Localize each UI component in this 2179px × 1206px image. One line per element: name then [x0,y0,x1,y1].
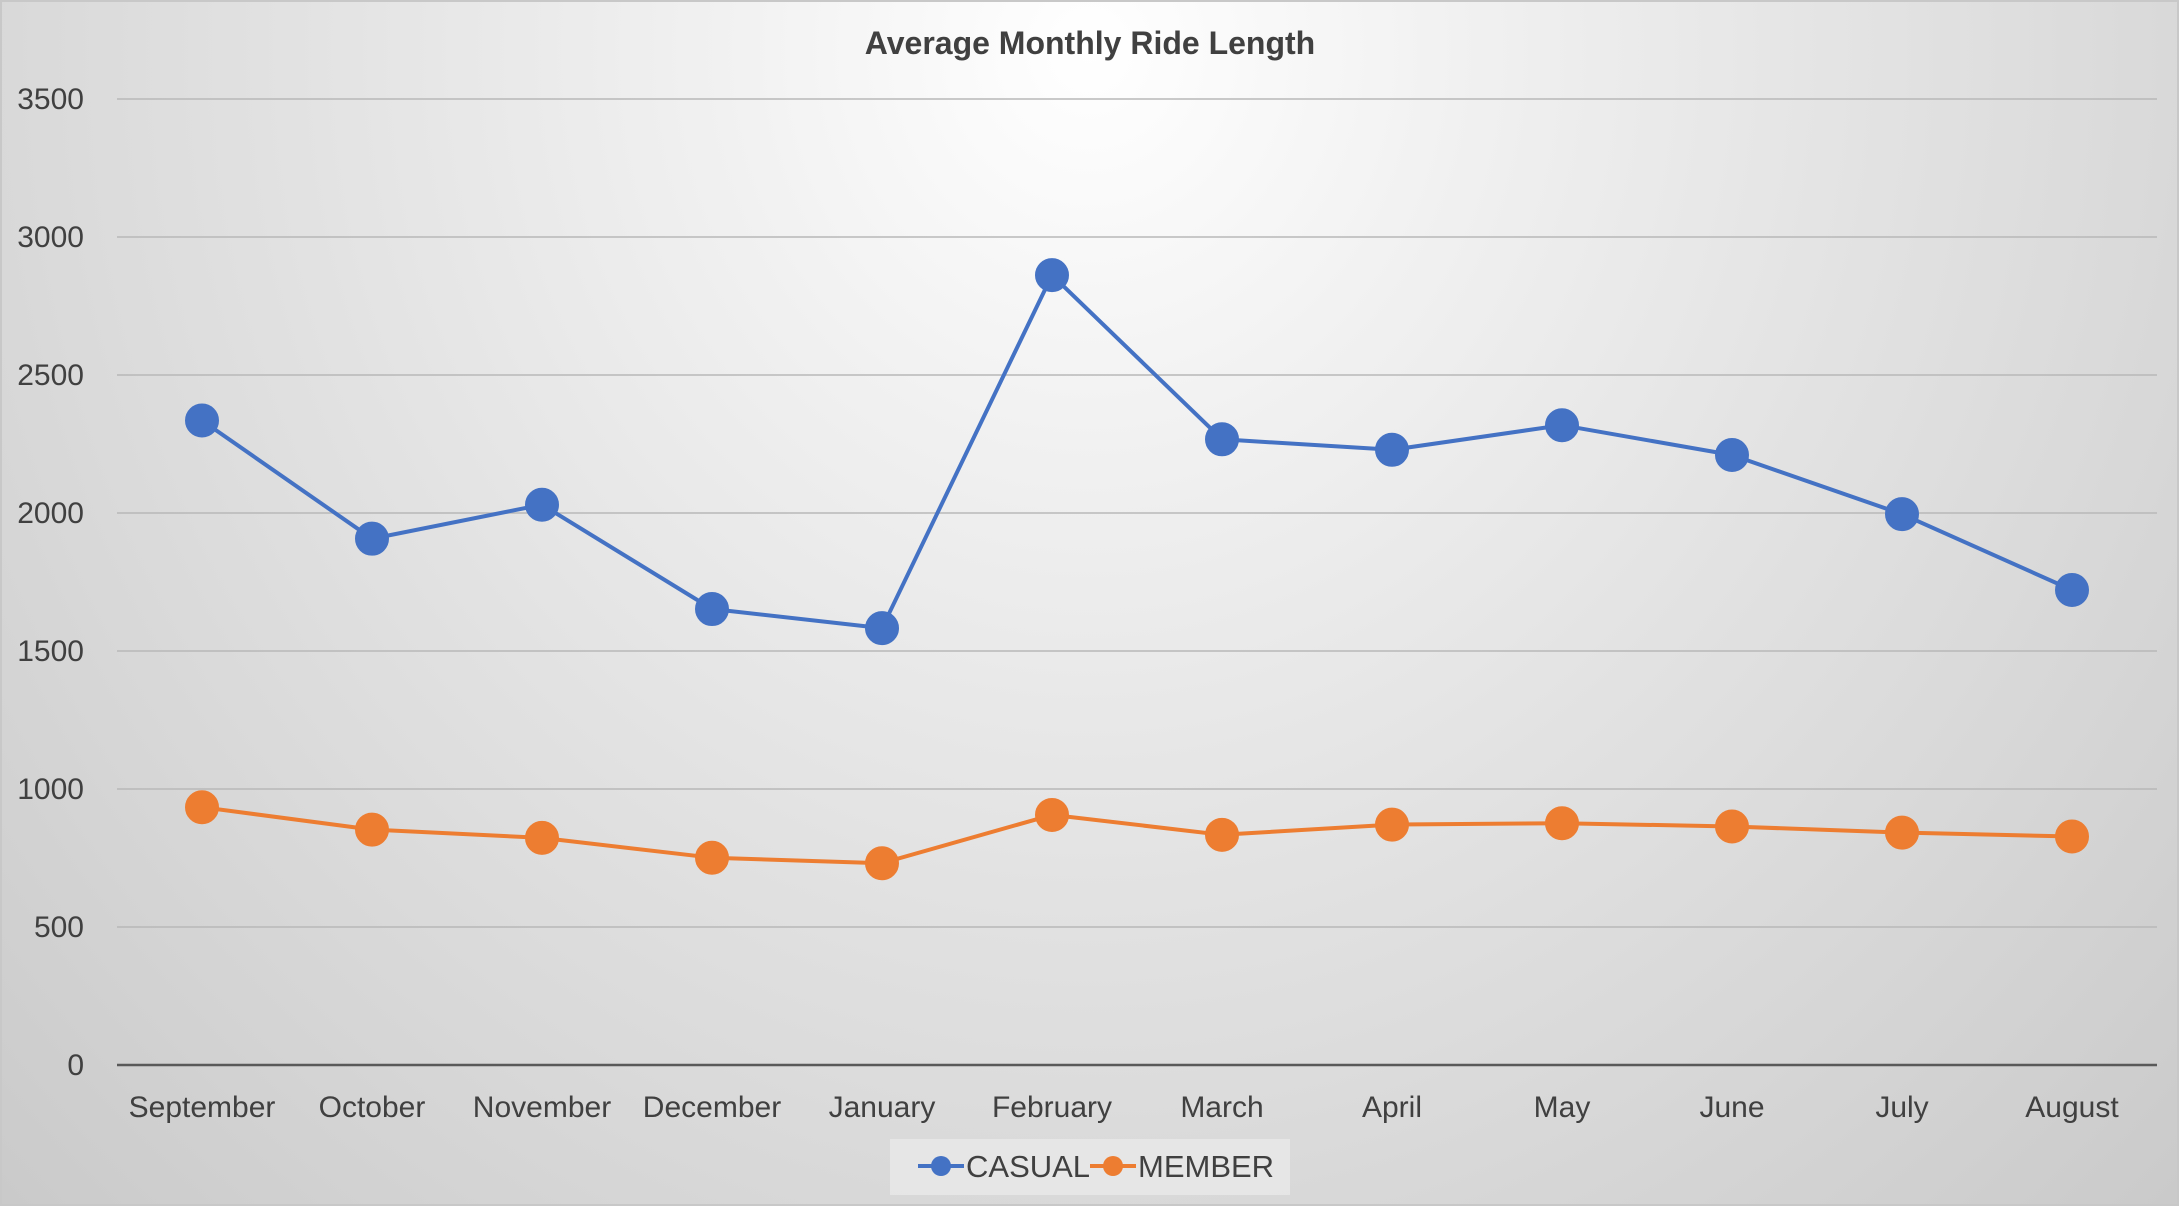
legend-entry: MEMBER [1090,1149,1274,1184]
data-point [1205,422,1239,457]
series-layer [185,258,2089,881]
series-member [185,790,2089,881]
data-point [355,812,389,847]
legend-label: CASUAL [966,1149,1090,1184]
series-casual [185,258,2089,646]
chart-title: Average Monthly Ride Length [865,25,1315,61]
legend-entry: CASUAL [918,1149,1090,1184]
data-point [185,403,219,438]
data-point [865,846,899,881]
data-point [865,611,899,646]
data-point [1885,815,1919,850]
data-point [1205,817,1239,852]
x-axis: September October November December January F… [117,1063,2157,1124]
legend-label: MEMBER [1138,1149,1274,1184]
data-point [1545,806,1579,841]
x-tick-label: May [1534,1091,1591,1124]
y-tick-label: 2000 [17,497,84,530]
y-tick-label: 3000 [17,221,84,254]
x-tick-label: March [1180,1091,1263,1124]
legend-marker [931,1156,951,1176]
y-axis: 0 500 1000 1500 2000 2500 3000 3500 [17,83,84,1082]
x-tick-label: January [829,1091,936,1124]
data-point [695,592,729,627]
data-point [1715,809,1749,844]
y-tick-label: 0 [67,1049,84,1082]
gridlines [117,98,2157,928]
data-point [355,521,389,556]
x-tick-label: December [643,1091,781,1124]
data-point [1035,258,1069,293]
y-tick-label: 1500 [17,635,84,668]
data-point [1885,497,1919,532]
x-tick-label: October [319,1091,426,1124]
data-point [525,820,559,855]
data-point [1715,438,1749,473]
x-tick-label: November [473,1091,611,1124]
x-tick-label: June [1699,1091,1764,1124]
y-tick-label: 3500 [17,83,84,116]
x-tick-label: February [992,1091,1112,1124]
x-tick-label: July [1875,1091,1928,1124]
x-tick-label: September [129,1091,276,1124]
series-line [201,805,2073,866]
y-tick-label: 500 [34,911,84,944]
x-tick-label: April [1362,1091,1422,1124]
data-point [695,840,729,875]
data-point [2055,819,2089,854]
y-tick-label: 1000 [17,773,84,806]
legend-marker [1103,1156,1123,1176]
data-point [185,790,219,825]
x-tick-label: August [2025,1091,2119,1124]
data-point [1545,408,1579,443]
data-point [1375,807,1409,842]
y-tick-label: 2500 [17,359,84,392]
data-point [2055,573,2089,608]
data-point [525,487,559,522]
series-line [200,273,2073,631]
data-point [1035,797,1069,832]
legend: CASUAL MEMBER [890,1139,1290,1195]
data-point [1375,432,1409,467]
